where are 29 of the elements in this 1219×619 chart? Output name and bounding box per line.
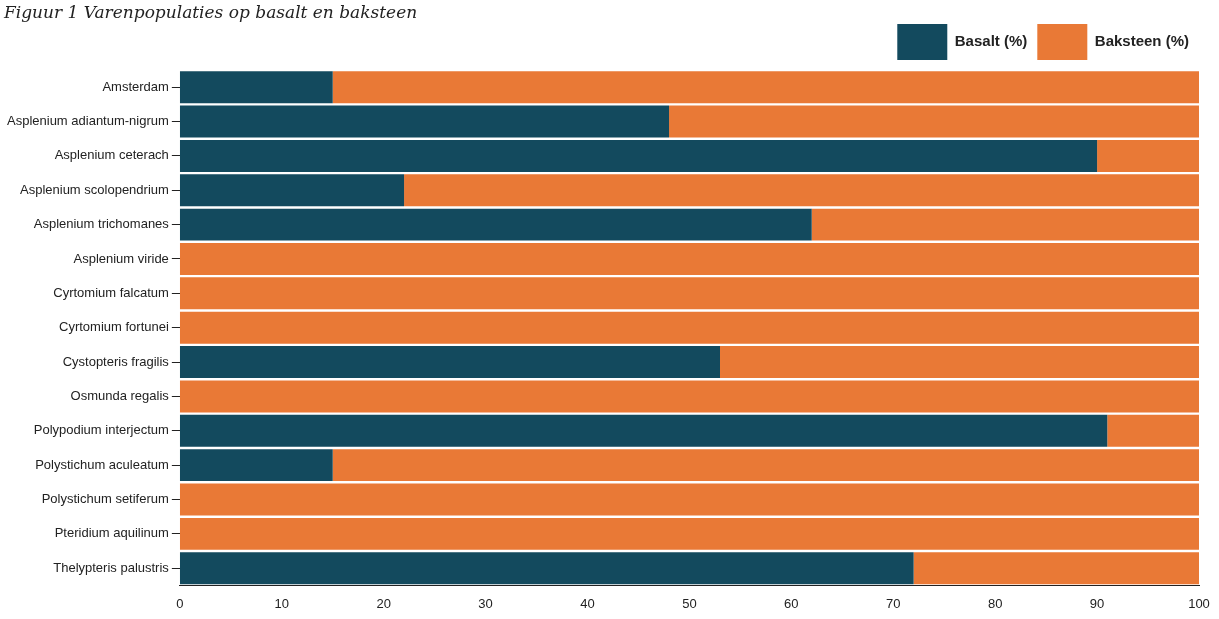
y-tick-label: Asplenium adiantum-nigrum bbox=[6, 113, 169, 129]
y-tick-label: Thelypteris palustris bbox=[53, 559, 170, 575]
x-tick-label: 100 bbox=[1188, 595, 1210, 611]
y-tick-label: Osmunda regalis bbox=[70, 388, 170, 403]
x-tick-label: 60 bbox=[784, 595, 799, 611]
y-tick-label: Cyrtomium fortunei bbox=[59, 319, 169, 335]
y-tick-label: Polystichum setiferum bbox=[41, 491, 169, 507]
chart-title: Figuur 1 Varenpopulaties op basalt en baksteen bbox=[4, 2, 418, 22]
y-tick-label: Asplenium ceterach bbox=[54, 147, 169, 163]
legend-label: Baksteen (%) bbox=[1094, 32, 1190, 50]
y-tick-label: Cyrtomium falcatum bbox=[53, 284, 169, 300]
x-tick-label: 0 bbox=[176, 595, 184, 611]
x-tick-label: 30 bbox=[478, 595, 493, 611]
x-tick-label: 50 bbox=[682, 595, 697, 611]
y-tick-label: Asplenium viride bbox=[73, 250, 169, 266]
y-tick-label: Polystichum aculeatum bbox=[35, 456, 169, 472]
x-tick-label: 20 bbox=[376, 595, 391, 611]
x-tick-label: 80 bbox=[987, 595, 1003, 611]
y-tick-label: Polypodium interjectum bbox=[33, 422, 169, 438]
y-tick-label: Asplenium trichomanes bbox=[33, 216, 170, 232]
y-tick-label: Amsterdam bbox=[102, 78, 169, 94]
x-tick-label: 90 bbox=[1089, 595, 1105, 611]
y-tick-label: Cystopteris fragilis bbox=[62, 353, 170, 369]
x-tick-label: 40 bbox=[580, 595, 595, 611]
y-tick-label: Pteridium aquilinum bbox=[54, 525, 169, 541]
x-tick-label: 70 bbox=[886, 595, 901, 611]
x-tick-label: 10 bbox=[274, 595, 289, 611]
y-tick-label: Asplenium scolopendrium bbox=[19, 181, 169, 197]
legend-label: Basalt (%) bbox=[954, 32, 1028, 50]
